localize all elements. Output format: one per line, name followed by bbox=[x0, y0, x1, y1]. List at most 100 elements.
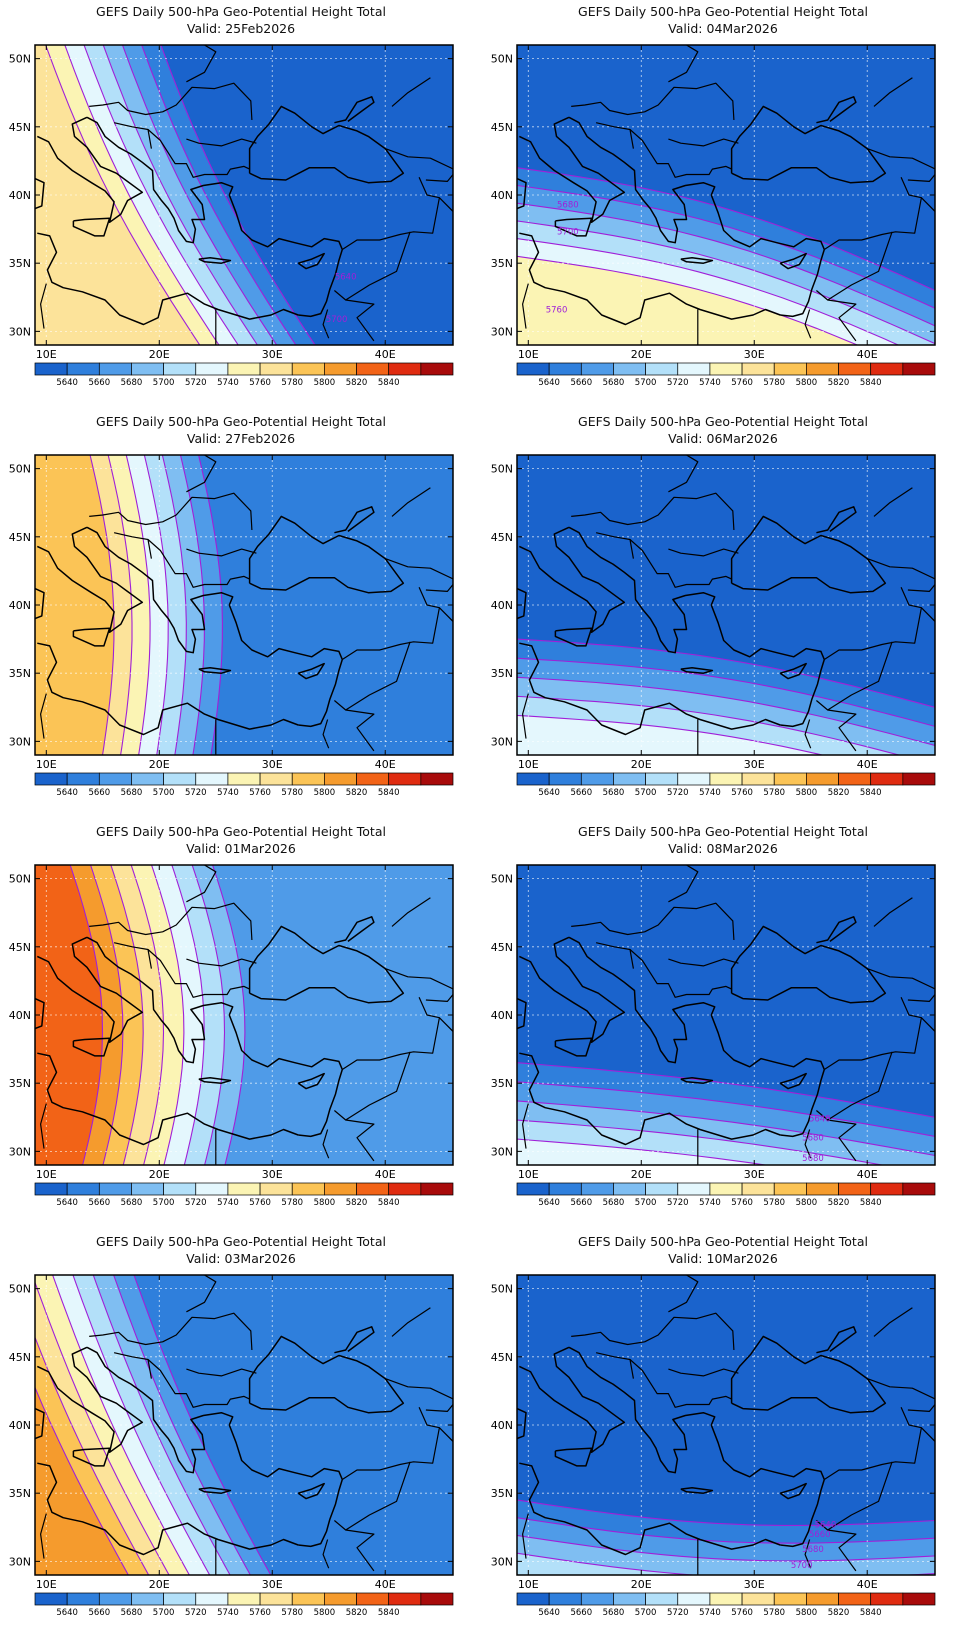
country-border bbox=[391, 1307, 431, 1337]
country-border bbox=[384, 1378, 453, 1412]
colorbar-label: 5700 bbox=[635, 1198, 657, 1208]
height-contour bbox=[89, 455, 115, 755]
height-field bbox=[35, 865, 453, 1165]
lat-tick-label: 30N bbox=[9, 1555, 31, 1568]
colorbar-swatch bbox=[773, 1182, 807, 1196]
country-border bbox=[571, 82, 735, 121]
colorbar-swatch bbox=[548, 772, 582, 786]
colorbar-swatch bbox=[163, 1592, 197, 1606]
country-border bbox=[89, 492, 253, 531]
country-border bbox=[866, 968, 935, 1002]
coastline bbox=[36, 936, 144, 1044]
map-panel-2: GEFS Daily 500-hPa Geo-Potential Height … bbox=[0, 410, 482, 820]
colorbar-label: 5780 bbox=[281, 378, 303, 388]
colorbar-label: 5660 bbox=[570, 1198, 592, 1208]
colorbar-swatch bbox=[34, 1592, 68, 1606]
colorbar-label: 5760 bbox=[249, 788, 271, 798]
country-border bbox=[920, 1017, 935, 1032]
colorbar-swatch bbox=[98, 1182, 132, 1196]
colorbar-label: 5720 bbox=[667, 1198, 689, 1208]
contour-label: 5700 bbox=[557, 228, 579, 238]
map-panel-1: GEFS Daily 500-hPa Geo-Potential Height … bbox=[482, 0, 964, 410]
colorbar-swatch bbox=[902, 362, 936, 376]
height-contour bbox=[517, 202, 935, 327]
contour-label: 5680 bbox=[802, 1154, 824, 1164]
colorbar-swatch bbox=[548, 362, 582, 376]
colorbar-label: 5720 bbox=[185, 788, 207, 798]
colorbar-label: 5800 bbox=[314, 1198, 336, 1208]
colorbar-swatch bbox=[613, 1592, 646, 1606]
coastline bbox=[298, 1479, 344, 1548]
height-contour bbox=[52, 1275, 190, 1575]
coastline bbox=[334, 506, 375, 534]
colorbar-label: 5660 bbox=[88, 1198, 110, 1208]
colorbar-label: 5720 bbox=[185, 1198, 207, 1208]
height-contour bbox=[517, 167, 935, 292]
colorbar-label: 5820 bbox=[828, 788, 850, 798]
map-canvas: 30N 35N 40N 45N 50N 10E 20E 30E 40E 5640 5660 5680 5… bbox=[9, 454, 454, 798]
panel-valid-date: Valid: 06Mar2026 bbox=[482, 431, 964, 447]
coastline bbox=[554, 627, 593, 647]
colorbar-swatch bbox=[291, 1182, 325, 1196]
coastline bbox=[35, 587, 45, 620]
coastline bbox=[37, 642, 299, 736]
coastline bbox=[710, 194, 825, 250]
country-border bbox=[595, 942, 634, 969]
country-border bbox=[186, 138, 257, 147]
lon-tick-label: 30E bbox=[744, 1578, 765, 1591]
valid-date: 27Feb2026 bbox=[225, 431, 296, 446]
colorbar-label: 5660 bbox=[570, 788, 592, 798]
country-border bbox=[873, 1307, 913, 1337]
coastline bbox=[248, 1335, 405, 1414]
height-contour bbox=[72, 1275, 211, 1575]
height-contour bbox=[517, 220, 935, 345]
height-contour bbox=[191, 865, 226, 1165]
country-border bbox=[920, 197, 935, 212]
valid-prefix: Valid: bbox=[186, 431, 222, 446]
coastline bbox=[934, 953, 935, 956]
colorbar-swatch bbox=[291, 1592, 325, 1606]
colorbar-swatch bbox=[420, 362, 454, 376]
lat-tick-label: 45N bbox=[9, 121, 31, 134]
coastline bbox=[36, 1346, 144, 1454]
country-border bbox=[827, 1051, 893, 1121]
coastline bbox=[517, 587, 527, 620]
country-border bbox=[816, 1110, 857, 1162]
coastline bbox=[680, 256, 714, 264]
coastline bbox=[86, 936, 234, 1064]
lat-tick-label: 30N bbox=[9, 1145, 31, 1158]
lon-tick-label: 30E bbox=[744, 758, 765, 771]
coastline bbox=[710, 1424, 825, 1480]
coastline bbox=[730, 1335, 887, 1414]
coastline bbox=[248, 925, 405, 1004]
colorbar-label: 5680 bbox=[603, 1198, 625, 1208]
coastline bbox=[568, 526, 716, 654]
colorbar-label: 5840 bbox=[378, 1608, 400, 1618]
colorbar-swatch bbox=[291, 772, 325, 786]
height-contour bbox=[110, 865, 144, 1165]
height-band bbox=[517, 256, 858, 345]
coastline bbox=[297, 1072, 325, 1090]
colorbar-swatch bbox=[420, 1182, 454, 1196]
country-border bbox=[384, 558, 453, 592]
lat-tick-label: 30N bbox=[491, 1145, 513, 1158]
height-field bbox=[35, 455, 453, 755]
valid-prefix: Valid: bbox=[186, 841, 221, 856]
valid-date: 01Mar2026 bbox=[224, 841, 296, 856]
colorbar-swatch bbox=[870, 362, 904, 376]
lat-tick-label: 50N bbox=[9, 53, 31, 66]
lat-tick-label: 40N bbox=[9, 189, 31, 202]
colorbar-label: 5760 bbox=[731, 788, 753, 798]
colorbar-swatch bbox=[388, 1182, 422, 1196]
country-border bbox=[816, 1520, 857, 1572]
coastline bbox=[730, 925, 887, 1004]
coastline bbox=[517, 997, 527, 1030]
map-panel-7: GEFS Daily 500-hPa Geo-Potential Height … bbox=[482, 1230, 964, 1640]
colorbar-swatch bbox=[66, 772, 100, 786]
coastline bbox=[519, 642, 781, 736]
coastline bbox=[780, 1069, 826, 1138]
colorbar-label: 5680 bbox=[121, 1608, 143, 1618]
colorbar-swatch bbox=[66, 1182, 100, 1196]
colorbar-label: 5680 bbox=[603, 788, 625, 798]
country-border bbox=[384, 148, 453, 182]
